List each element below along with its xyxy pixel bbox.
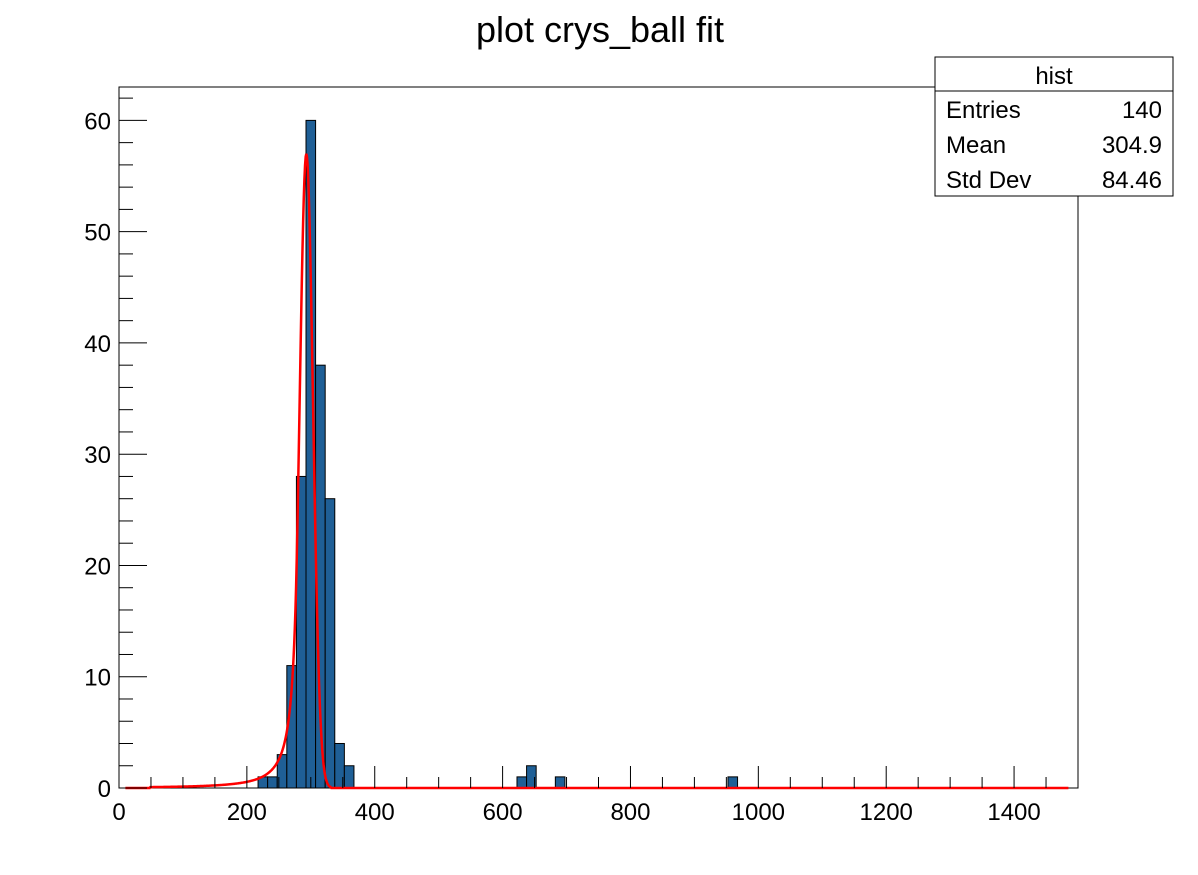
histogram-bar: [343, 765, 355, 789]
x-axis: 0 200 400 600 800 1000 1200 1400: [112, 766, 1079, 826]
histogram-bar: [727, 776, 739, 789]
x-tick-label: 1400: [987, 799, 1040, 826]
stats-entries-label: Entries: [946, 97, 1021, 124]
y-tick-label: 60: [84, 108, 111, 135]
plot-area: [118, 86, 1079, 789]
histogram-bar: [516, 776, 528, 789]
x-tick-label: 800: [610, 799, 650, 826]
histogram-bar: [267, 776, 278, 789]
stats-box-frame: [934, 56, 1174, 197]
x-tick-label: 0: [112, 799, 125, 826]
stats-mean-label: Mean: [946, 132, 1006, 159]
x-tick-label: 1000: [732, 799, 785, 826]
x-tick-label: 400: [355, 799, 395, 826]
stats-entries-value: 140: [1122, 97, 1162, 124]
y-axis: 0 10 20 30 40 50 60: [84, 97, 147, 803]
stats-box: hist Entries 140 Mean 304.9 Std Dev 84.4…: [934, 56, 1174, 197]
histogram-bars: [257, 119, 739, 789]
stats-mean-value: 304.9: [1102, 132, 1162, 159]
fit-curve: [125, 153, 1069, 790]
y-tick-label: 0: [98, 776, 111, 803]
x-tick-label: 1200: [860, 799, 913, 826]
stats-box-title: hist: [1035, 63, 1073, 90]
y-tick-label: 40: [84, 331, 111, 358]
stats-stddev-value: 84.46: [1102, 167, 1162, 194]
plot-frame: [118, 86, 1079, 789]
x-tick-label: 600: [483, 799, 523, 826]
y-tick-label: 10: [84, 665, 111, 692]
chart-title: plot crys_ball fit: [476, 9, 724, 50]
histogram-bar: [554, 776, 566, 789]
histogram-bar: [324, 498, 336, 789]
stats-stddev-label: Std Dev: [946, 167, 1031, 194]
x-tick-label: 200: [227, 799, 267, 826]
y-tick-label: 50: [84, 220, 111, 247]
y-tick-label: 20: [84, 553, 111, 580]
y-tick-label: 30: [84, 442, 111, 469]
